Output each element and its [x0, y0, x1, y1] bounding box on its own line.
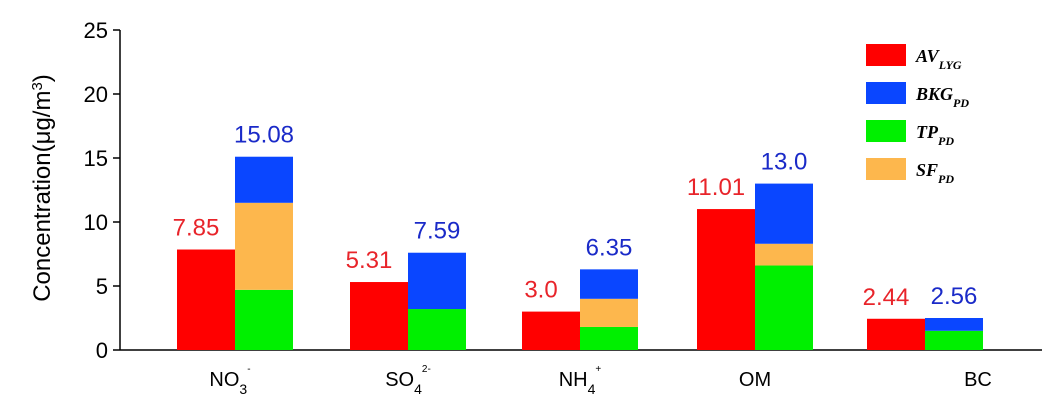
bar-tp-pd [408, 309, 466, 350]
category-label: OM [739, 369, 771, 391]
category-labels: NO3- SO42- NH4+ OM BC [209, 364, 991, 397]
bar-sf-pd [235, 202, 293, 290]
data-label-pd-total: 15.08 [234, 122, 294, 149]
category-label: SO42- [385, 364, 431, 397]
y-tick-label: 20 [84, 82, 108, 107]
bar-tp-pd [235, 289, 293, 350]
y-tick-label: 0 [96, 338, 108, 363]
data-label-pd-total: 6.35 [586, 234, 633, 261]
y-tick-label: 25 [84, 18, 108, 43]
y-axis-label-sup: 3 [29, 82, 46, 90]
y-axis-label-tail: ) [29, 74, 56, 82]
legend-label: TPPD [916, 122, 954, 148]
bar-tp-pd [580, 326, 638, 350]
bar-sf-pd [755, 243, 813, 266]
legend-swatch [866, 158, 906, 180]
bar-tp-pd [755, 265, 813, 350]
bars [177, 156, 983, 350]
bar-bkg-pd [755, 183, 813, 244]
data-label-av-lyg: 11.01 [687, 174, 745, 201]
bar-av-lyg [177, 249, 235, 350]
bar-bkg-pd [925, 318, 983, 331]
bar-tp-pd [925, 330, 983, 350]
bar-av-lyg [697, 209, 755, 350]
y-tick-label: 10 [84, 210, 108, 235]
legend-label: BKGPD [915, 84, 969, 110]
legend-swatch [866, 120, 906, 142]
legend: AVLYG BKGPD TPPD SFPD [866, 44, 969, 186]
category-label: NO3- [209, 364, 250, 397]
data-label-av-lyg: 7.85 [173, 215, 220, 242]
bar-sf-pd [580, 298, 638, 327]
legend-label: SFPD [916, 160, 954, 186]
data-label-pd-total: 7.59 [414, 218, 461, 245]
bar-av-lyg [350, 282, 408, 350]
y-axis-label-main: Concentration(μg/m [29, 91, 56, 302]
data-label-av-lyg: 5.31 [346, 247, 393, 274]
data-label-pd-total: 2.56 [931, 283, 978, 310]
data-label-pd-total: 13.0 [761, 149, 808, 176]
bar-bkg-pd [408, 252, 466, 310]
y-axis-label: Concentration(μg/m3) [29, 74, 57, 302]
data-label-av-lyg: 3.0 [524, 277, 557, 304]
y-tick-label: 15 [84, 146, 108, 171]
y-tick-label: 5 [96, 274, 108, 299]
legend-swatch [866, 44, 906, 66]
bar-bkg-pd [235, 156, 293, 203]
bar-bkg-pd [580, 269, 638, 299]
legend-swatch [866, 82, 906, 104]
legend-label: AVLYG [915, 46, 962, 72]
category-label: NH4+ [559, 364, 602, 397]
data-labels: 7.85 15.08 5.31 7.59 3.0 6.35 11.01 13.0 2.44 2.5… [173, 122, 978, 311]
bar-av-lyg [867, 318, 925, 350]
data-label-av-lyg: 2.44 [863, 284, 910, 311]
bar-av-lyg [522, 311, 580, 350]
category-label: BC [964, 369, 992, 391]
